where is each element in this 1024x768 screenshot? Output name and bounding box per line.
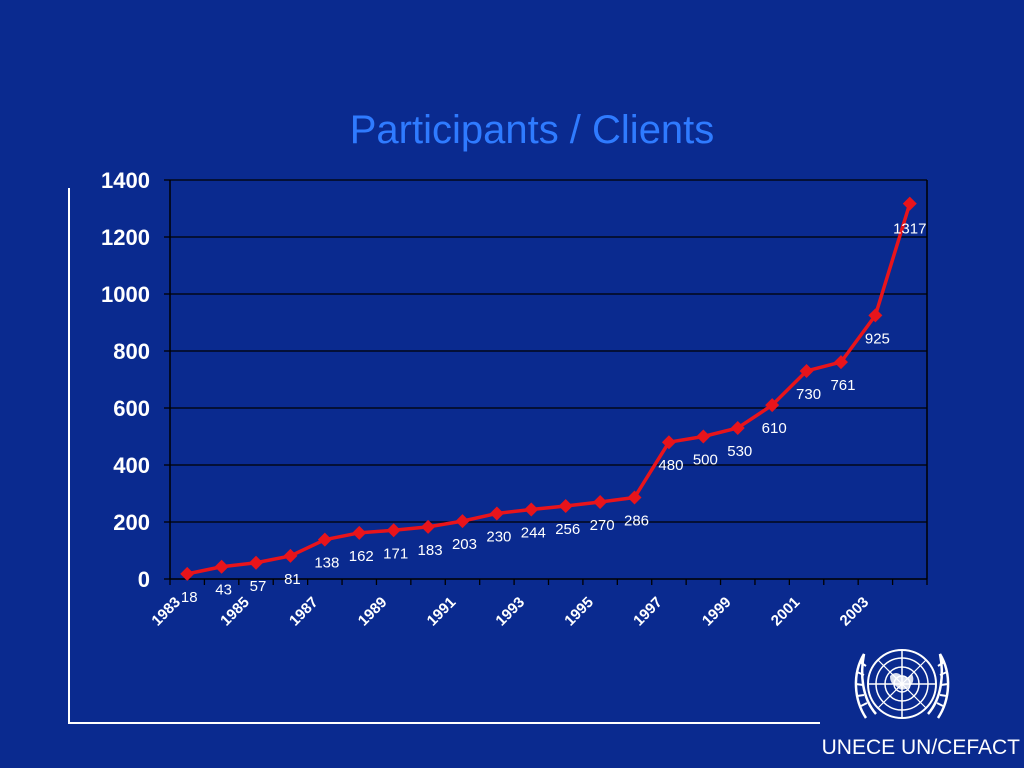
data-point <box>799 363 814 378</box>
data-point <box>696 429 711 444</box>
data-label: 500 <box>693 452 718 469</box>
data-label: 286 <box>624 512 649 529</box>
data-label: 256 <box>555 521 580 538</box>
y-tick-label: 600 <box>113 396 150 421</box>
x-tick-label: 1985 <box>217 594 253 630</box>
data-point <box>283 548 298 563</box>
data-point <box>352 525 367 540</box>
data-label: 203 <box>452 536 477 553</box>
data-label: 171 <box>383 545 408 562</box>
data-label: 761 <box>830 377 855 394</box>
data-point <box>833 355 848 370</box>
y-tick-label: 400 <box>113 453 150 478</box>
data-point <box>524 502 539 517</box>
data-point <box>730 420 745 435</box>
y-tick-label: 0 <box>138 567 150 592</box>
x-tick-label: 1989 <box>355 594 391 630</box>
data-point <box>902 196 917 211</box>
y-tick-label: 800 <box>113 339 150 364</box>
data-label: 183 <box>418 542 443 559</box>
data-point <box>249 555 264 570</box>
data-label: 230 <box>486 528 511 545</box>
data-point <box>180 566 195 581</box>
data-label: 530 <box>727 443 752 460</box>
x-tick-label: 1991 <box>424 594 460 630</box>
data-label: 43 <box>215 582 232 599</box>
data-point <box>421 519 436 534</box>
data-point <box>661 435 676 450</box>
data-point <box>386 523 401 538</box>
data-point <box>455 514 470 529</box>
data-point <box>593 495 608 510</box>
data-label: 138 <box>314 555 339 572</box>
data-label: 18 <box>181 589 198 606</box>
data-label: 480 <box>658 457 683 474</box>
un-emblem-icon <box>854 649 950 719</box>
x-tick-label: 1995 <box>561 594 597 630</box>
series-line <box>186 203 912 576</box>
data-label: 162 <box>349 548 374 565</box>
data-point <box>765 398 780 413</box>
frame-line-left <box>68 188 70 724</box>
x-tick-label: 2003 <box>837 594 873 630</box>
x-tick-label: 1983 <box>148 594 184 630</box>
y-tick-label: 1200 <box>101 225 150 250</box>
data-label: 1317 <box>893 221 926 238</box>
data-point <box>558 499 573 514</box>
data-label: 925 <box>865 330 890 347</box>
x-tick-label: 1987 <box>286 594 322 630</box>
data-point <box>317 532 332 547</box>
data-label: 57 <box>250 578 267 595</box>
data-point <box>214 559 229 574</box>
data-label: 610 <box>762 420 787 437</box>
x-tick-label: 1993 <box>493 594 529 630</box>
frame-line-bottom <box>68 722 820 724</box>
y-tick-label: 200 <box>113 510 150 535</box>
data-point <box>489 506 504 521</box>
data-point <box>627 490 642 505</box>
slide-title: Participants / Clients <box>349 108 715 152</box>
x-tick-label: 1999 <box>699 594 735 630</box>
y-tick-label: 1400 <box>101 168 150 193</box>
data-label: 81 <box>284 571 301 588</box>
x-tick-label: 1997 <box>630 594 666 630</box>
data-point <box>868 308 883 323</box>
data-label: 270 <box>590 517 615 534</box>
footer-text: UNECE UN/CEFACT <box>821 736 1020 759</box>
data-label: 730 <box>796 386 821 403</box>
x-tick-label: 2001 <box>768 594 804 630</box>
data-label: 244 <box>521 524 546 541</box>
y-tick-label: 1000 <box>101 282 150 307</box>
